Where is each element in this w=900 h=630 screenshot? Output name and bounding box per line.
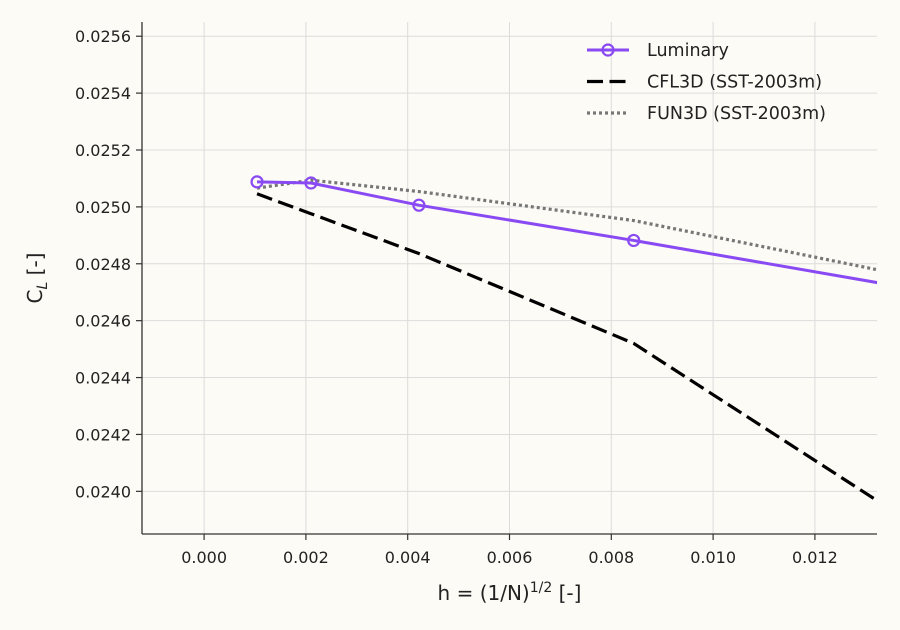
x-axis-label-sup: 1/2 bbox=[530, 580, 553, 596]
series-line-cfl3d-sst-2003m bbox=[256, 192, 877, 502]
x-axis-label: h = (1/N)1/2 [-] bbox=[438, 580, 582, 605]
y-axis-label-unit: [-] bbox=[23, 253, 47, 282]
x-tick-label: 0.004 bbox=[385, 548, 431, 567]
y-tick-label: 0.0250 bbox=[75, 198, 131, 217]
data-point bbox=[250, 175, 264, 189]
legend-item-cfl3d-sst-2003m: CFL3D (SST-2003m) bbox=[587, 73, 822, 93]
x-tick-label: 0.000 bbox=[181, 548, 227, 567]
legend-label: Luminary bbox=[647, 41, 729, 61]
x-axis-label-base: h = (1/N) bbox=[438, 581, 530, 605]
x-tick-label: 0.006 bbox=[487, 548, 533, 567]
legend-item-luminary: Luminary bbox=[587, 41, 729, 61]
y-tick-label: 0.0244 bbox=[75, 369, 131, 388]
y-tick-label: 0.0246 bbox=[75, 312, 131, 331]
data-point bbox=[412, 198, 426, 212]
series-layer bbox=[250, 175, 877, 502]
x-tick-label: 0.012 bbox=[792, 548, 838, 567]
legend-label: FUN3D (SST-2003m) bbox=[647, 104, 826, 124]
series-cfl3d-sst-2003m bbox=[256, 192, 877, 502]
series-luminary bbox=[250, 175, 877, 285]
legend-label: CFL3D (SST-2003m) bbox=[647, 73, 822, 93]
y-tick-label: 0.0248 bbox=[75, 255, 131, 274]
ticks: 0.000 0.002 0.004 0.006 0.008 0.010 0.012 0.024… bbox=[75, 27, 838, 567]
x-tick-label: 0.008 bbox=[588, 548, 634, 567]
grid bbox=[142, 22, 877, 534]
legend-item-fun3d-sst-2003m: FUN3D (SST-2003m) bbox=[587, 104, 826, 124]
y-tick-label: 0.0254 bbox=[75, 84, 131, 103]
y-axis-label-base: C bbox=[23, 290, 47, 304]
legend-marker bbox=[601, 43, 615, 57]
x-tick-label: 0.002 bbox=[283, 548, 329, 567]
series-line-luminary bbox=[256, 180, 877, 285]
y-tick-label: 0.0240 bbox=[75, 482, 131, 501]
y-axis-label-sub: L bbox=[35, 282, 51, 290]
data-point bbox=[304, 176, 318, 190]
y-tick-label: 0.0242 bbox=[75, 425, 131, 444]
y-tick-label: 0.0256 bbox=[75, 27, 131, 46]
data-point bbox=[627, 233, 641, 248]
y-axis-label: CL [-] bbox=[23, 253, 51, 304]
y-tick-label: 0.0252 bbox=[75, 141, 131, 160]
series-line-fun3d-sst-2003m bbox=[256, 178, 877, 272]
x-axis-label-unit: [-] bbox=[552, 581, 581, 605]
x-tick-label: 0.010 bbox=[690, 548, 736, 567]
series-fun3d-sst-2003m bbox=[256, 178, 877, 272]
legend: Luminary CFL3D (SST-2003m) FUN3D (SST-2003… bbox=[587, 41, 826, 124]
